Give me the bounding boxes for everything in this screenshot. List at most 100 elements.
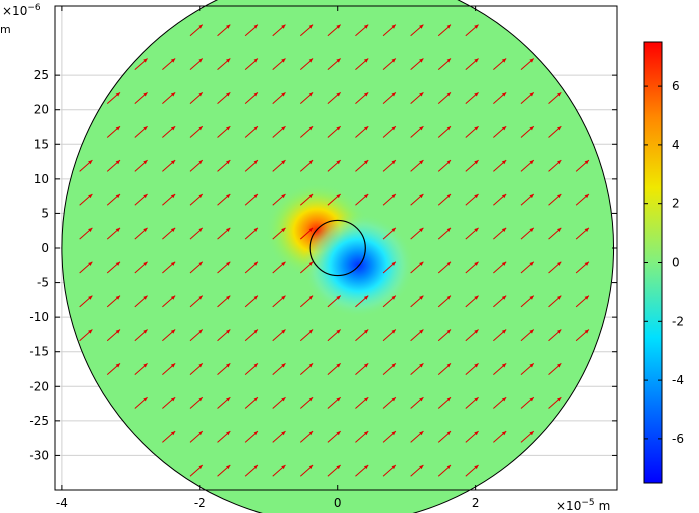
- field-arrow: [520, 295, 535, 308]
- field-arrow: [244, 295, 259, 308]
- field-arrow: [217, 329, 231, 342]
- field-arrow: [244, 329, 259, 342]
- field-arrow: [106, 227, 121, 240]
- field-arrow: [299, 125, 314, 138]
- field-arrow: [217, 396, 231, 409]
- y-tick-label: 25: [34, 68, 49, 82]
- field-arrow: [189, 295, 204, 308]
- field-arrow: [493, 91, 507, 104]
- field-arrow: [465, 159, 479, 172]
- field-arrow: [382, 295, 397, 308]
- field-arrow: [437, 58, 452, 71]
- field-arrow: [134, 125, 148, 138]
- field-arrow: [575, 295, 590, 308]
- field-arrow: [162, 430, 176, 443]
- field-arrow: [410, 227, 424, 240]
- field-arrow: [355, 125, 369, 138]
- field-arrow: [327, 125, 341, 138]
- field-arrow: [79, 227, 93, 240]
- colorbar-tick-label: -2: [672, 314, 684, 328]
- field-arrow: [217, 295, 231, 308]
- field-arrow: [189, 396, 204, 409]
- field-arrow: [493, 125, 507, 138]
- field-arrow: [217, 464, 231, 477]
- field-arrow: [575, 159, 590, 172]
- field-arrow: [272, 396, 286, 409]
- field-arrow: [355, 464, 369, 477]
- field-arrow: [327, 329, 341, 342]
- field-arrow: [382, 193, 397, 206]
- field-arrow: [189, 261, 204, 274]
- field-arrow: [299, 159, 314, 172]
- x-tick-label: -4: [56, 496, 68, 510]
- field-arrow: [437, 227, 452, 240]
- field-arrow: [465, 58, 479, 71]
- y-axis-unit: m: [0, 23, 11, 36]
- field-arrow: [548, 329, 562, 342]
- field-arrow: [299, 24, 314, 37]
- field-arrow: [272, 464, 286, 477]
- field-arrow: [162, 329, 176, 342]
- field-arrow: [548, 363, 562, 375]
- field-arrow: [189, 125, 204, 138]
- colorbar-tick-label: 6: [672, 79, 680, 93]
- field-arrow: [548, 91, 562, 104]
- field-arrow: [327, 295, 341, 308]
- field-arrow: [520, 329, 535, 342]
- field-arrow: [493, 227, 507, 240]
- field-arrow: [382, 261, 397, 274]
- field-arrow: [520, 430, 535, 443]
- field-arrow: [382, 58, 397, 71]
- field-arrow: [299, 58, 314, 71]
- field-arrow: [410, 430, 424, 443]
- field-arrow: [355, 91, 369, 104]
- colorbar-tick-label: -4: [672, 373, 684, 387]
- field-arrow: [437, 193, 452, 206]
- field-arrow: [410, 396, 424, 409]
- field-arrow: [217, 159, 231, 172]
- field-arrow: [327, 159, 341, 172]
- colorbar-tick-label: 4: [672, 138, 680, 152]
- field-arrow: [134, 261, 148, 274]
- field-arrow: [493, 295, 507, 308]
- field-arrow: [437, 464, 452, 477]
- colorbar-tick-label: 2: [672, 197, 680, 211]
- field-arrow: [106, 261, 121, 274]
- y-tick-label: -30: [29, 448, 49, 462]
- field-arrow: [465, 91, 479, 104]
- field-arrow: [465, 396, 479, 409]
- field-arrow: [493, 261, 507, 274]
- field-arrow: [244, 430, 259, 443]
- field-arrow: [134, 193, 148, 206]
- field-arrow: [272, 227, 286, 240]
- field-arrow: [355, 430, 369, 443]
- field-arrow: [189, 329, 204, 342]
- field-arrow: [244, 396, 259, 409]
- field-arrow: [106, 329, 121, 342]
- field-arrow: [575, 329, 590, 342]
- field-arrow: [382, 125, 397, 138]
- field-arrow: [299, 464, 314, 477]
- field-arrow: [410, 125, 424, 138]
- field-arrow: [382, 227, 397, 240]
- field-arrow: [410, 295, 424, 308]
- y-tick-label: -5: [37, 276, 49, 290]
- colorbar-tick-label: -6: [672, 432, 684, 446]
- field-arrow: [189, 159, 204, 172]
- field-arrow: [575, 193, 590, 206]
- field-arrow: [520, 193, 535, 206]
- field-arrow: [465, 227, 479, 240]
- field-arrow: [272, 159, 286, 172]
- field-arrow: [465, 464, 479, 477]
- y-tick-label: 5: [41, 206, 49, 220]
- field-arrow: [520, 396, 535, 409]
- field-arrow: [437, 159, 452, 172]
- field-arrow: [134, 396, 148, 409]
- field-arrow: [106, 295, 121, 308]
- y-tick-label: 0: [41, 241, 49, 255]
- field-arrow: [575, 261, 590, 274]
- field-arrow: [299, 261, 314, 274]
- field-arrow: [493, 363, 507, 375]
- field-arrow: [410, 58, 424, 71]
